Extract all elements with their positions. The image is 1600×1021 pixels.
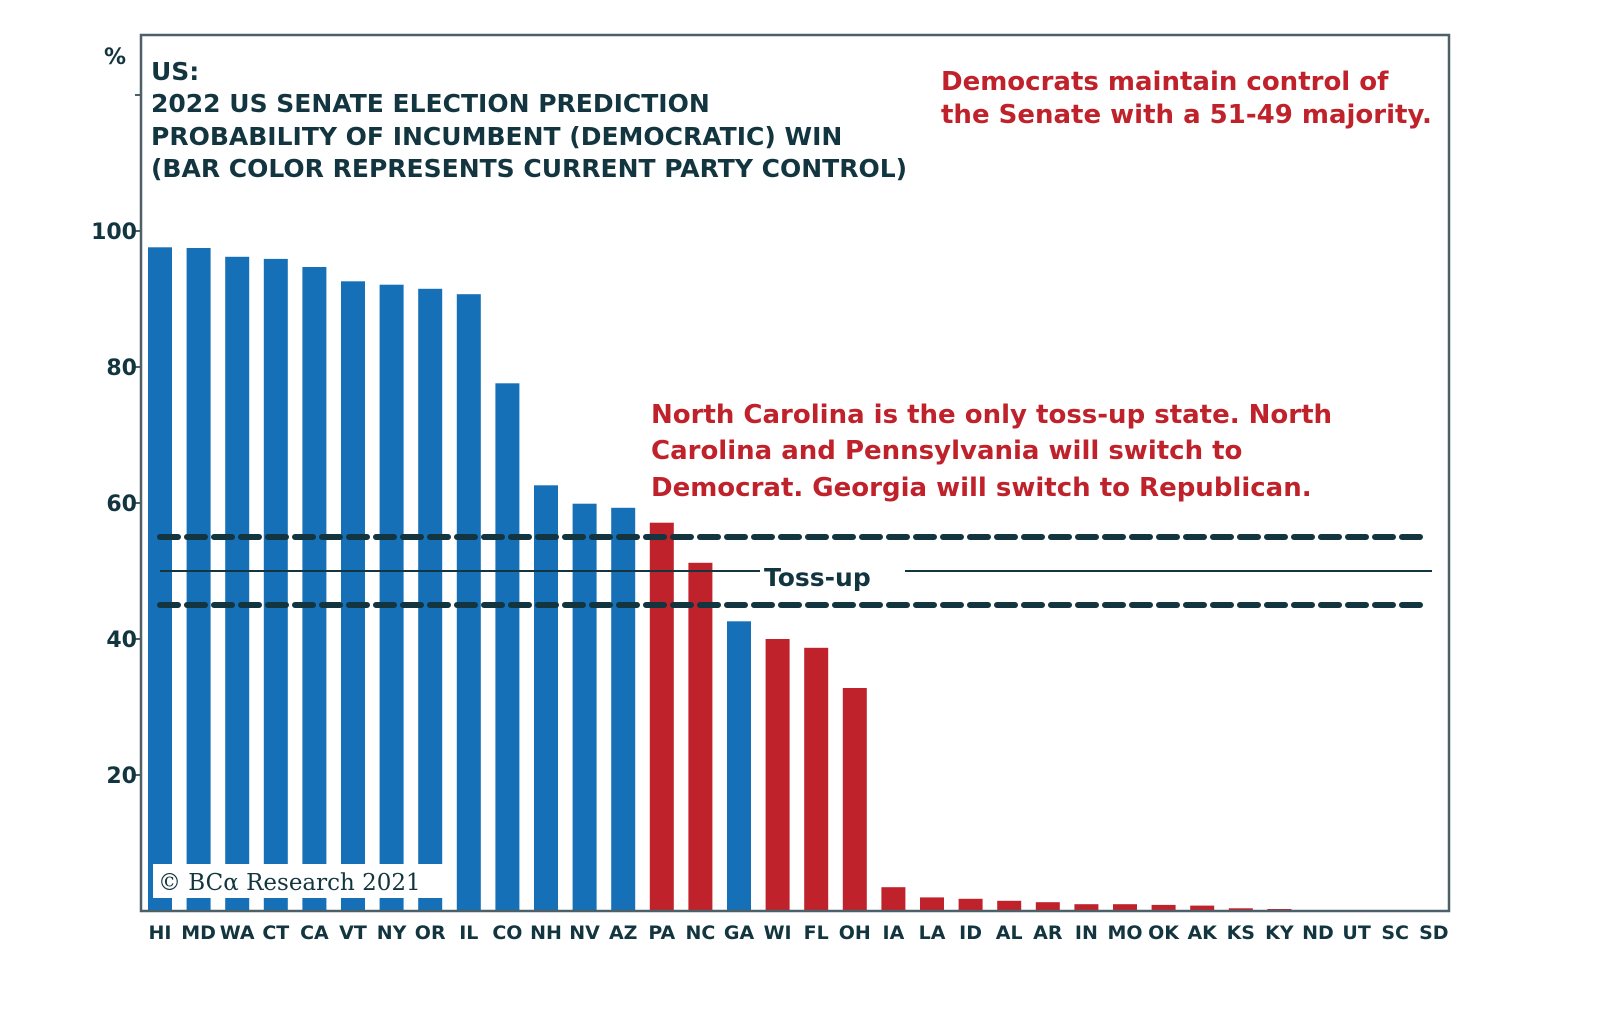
bar-nv <box>572 503 597 911</box>
annotation-majority: Democrats maintain control of the Senate… <box>941 67 1432 130</box>
y-axis-unit: % <box>104 45 126 70</box>
bar-al <box>997 900 1022 911</box>
bar-ia <box>881 887 906 911</box>
y-tick-label-80: 80 <box>106 356 137 381</box>
bar-id <box>958 898 983 911</box>
annotation-tossup: North Carolina is the only toss-up state… <box>651 400 1332 503</box>
x-axis-ticks: HI MD WA CT CA VT NY OR IL CO NH NV AZ PA NC GA WI FL OH IA… <box>149 922 1449 944</box>
bar-md <box>186 248 211 911</box>
x-tick-label-sd: SD <box>1419 922 1448 944</box>
bar-az <box>611 507 636 911</box>
x-tick-label-nh: NH <box>530 922 562 944</box>
annotation-tossup-line-2: Carolina and Pennsylvania will switch to <box>651 436 1242 466</box>
plot-frame <box>139 33 1451 913</box>
x-tick-label-hi: HI <box>149 922 172 944</box>
x-tick-label-nd: ND <box>1302 922 1334 944</box>
x-tick-label-nv: NV <box>569 922 600 944</box>
bar-ak <box>1190 905 1215 911</box>
bar-mo <box>1113 904 1137 911</box>
x-tick-label-ar: AR <box>1033 922 1063 944</box>
bar-fl <box>804 647 829 911</box>
x-tick-label-pa: PA <box>648 922 675 944</box>
x-tick-label-la: LA <box>919 922 946 944</box>
x-tick-label-sc: SC <box>1381 922 1409 944</box>
x-tick-label-ca: CA <box>300 922 329 944</box>
y-axis-ticks: 20 40 60 80 100 <box>91 94 141 789</box>
x-tick-label-az: AZ <box>609 922 637 944</box>
x-tick-label-il: IL <box>459 922 478 944</box>
tossup-label-background <box>760 558 905 592</box>
bar-nc <box>688 562 713 911</box>
x-tick-label-wa: WA <box>220 922 255 944</box>
x-tick-label-md: MD <box>181 922 216 944</box>
annotation-majority-line-2: the Senate with a 51-49 majority. <box>941 100 1432 130</box>
annotation-tossup-line-3: Democrat. Georgia will switch to Republi… <box>651 473 1312 503</box>
x-tick-label-ks: KS <box>1227 922 1255 944</box>
x-tick-label-nc: NC <box>685 922 715 944</box>
bar-co <box>495 383 520 911</box>
bar-wi <box>765 639 790 911</box>
bar-hi <box>148 247 172 912</box>
x-tick-label-ky: KY <box>1265 922 1294 944</box>
bar-ny <box>379 284 404 911</box>
x-tick-label-in: IN <box>1075 922 1098 944</box>
bar-ca <box>302 267 327 911</box>
x-tick-label-oh: OH <box>839 922 871 944</box>
y-tick-label-40: 40 <box>106 628 137 653</box>
bar-ar <box>1035 902 1060 911</box>
x-tick-label-or: OR <box>415 922 446 944</box>
bar-in <box>1074 904 1099 911</box>
chart-title: US: 2022 US SENATE ELECTION PREDICTION P… <box>151 57 907 183</box>
x-tick-label-co: CO <box>492 922 522 944</box>
x-tick-label-ny: NY <box>377 922 407 944</box>
bar-ga <box>727 621 751 911</box>
title-line-3: PROBABILITY OF INCUMBENT (DEMOCRATIC) WI… <box>151 122 842 151</box>
x-tick-label-ok: OK <box>1148 922 1180 944</box>
bar-vt <box>341 281 365 911</box>
title-line-2: 2022 US SENATE ELECTION PREDICTION <box>151 89 710 118</box>
bar-ct <box>263 258 288 911</box>
tossup-label: Toss-up <box>764 563 871 592</box>
x-tick-label-ak: AK <box>1187 922 1218 944</box>
y-tick-label-100: 100 <box>91 220 137 245</box>
bar-nh <box>534 485 558 911</box>
annotation-tossup-line-1: North Carolina is the only toss-up state… <box>651 400 1332 430</box>
y-tick-label-20: 20 <box>106 764 137 789</box>
bar-ks <box>1228 908 1253 911</box>
bar-or <box>418 288 443 911</box>
copyright-background <box>153 864 445 898</box>
bars-group <box>148 247 1292 912</box>
copyright: © BCα Research 2021 <box>158 870 421 896</box>
bar-wa <box>225 256 250 911</box>
x-tick-label-vt: VT <box>339 922 367 944</box>
x-tick-label-id: ID <box>959 922 982 944</box>
x-tick-label-ga: GA <box>724 922 755 944</box>
y-tick-label-60: 60 <box>106 492 137 517</box>
x-tick-label-ut: UT <box>1342 922 1370 944</box>
title-line-1: US: <box>151 57 199 86</box>
annotation-majority-line-1: Democrats maintain control of <box>941 67 1389 97</box>
bar-oh <box>842 688 867 911</box>
x-tick-label-ct: CT <box>262 922 289 944</box>
bar-pa <box>649 522 674 911</box>
x-tick-label-fl: FL <box>804 922 829 944</box>
x-tick-label-mo: MO <box>1107 922 1142 944</box>
title-line-4: (BAR COLOR REPRESENTS CURRENT PARTY CONT… <box>151 154 907 183</box>
x-tick-label-wi: WI <box>764 922 792 944</box>
x-tick-label-al: AL <box>996 922 1023 944</box>
bar-ok <box>1151 904 1176 911</box>
bar-la <box>920 897 944 911</box>
x-tick-label-ia: IA <box>883 922 905 944</box>
